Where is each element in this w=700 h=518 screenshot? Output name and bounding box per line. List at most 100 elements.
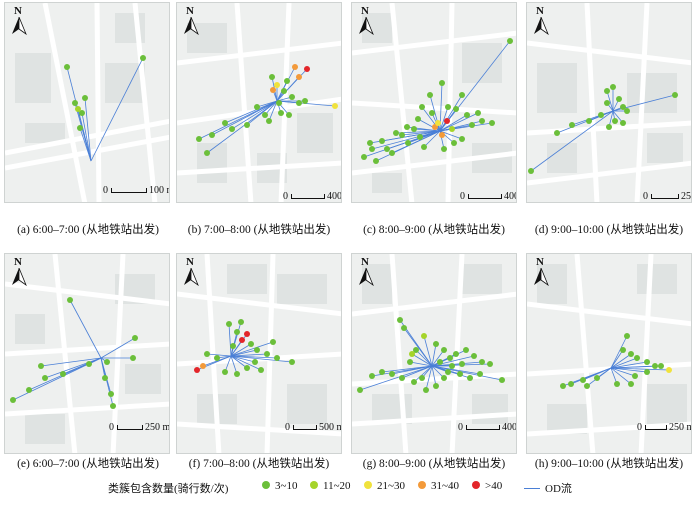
od-flow-line: [439, 106, 449, 132]
cluster-point: [624, 108, 630, 114]
od-flow-line: [610, 367, 636, 377]
legend-title: 类簇包含数量(骑行数/次): [108, 483, 229, 495]
north-arrow-icon: N: [11, 256, 29, 286]
cluster-point: [274, 355, 280, 361]
legend-dot-icon: [418, 481, 426, 490]
caption-a: (a) 6:00–7:00 (从地铁站出发): [17, 224, 159, 236]
cluster-point: [658, 363, 664, 369]
od-flow-line: [386, 130, 441, 150]
cluster-point: [459, 92, 465, 98]
cluster-point: [409, 351, 415, 357]
cluster-point: [222, 369, 228, 375]
cluster-point: [415, 116, 421, 122]
north-arrow-icon: N: [358, 256, 376, 286]
cluster-point: [194, 367, 200, 373]
map-road: [352, 150, 516, 176]
cluster-point: [479, 118, 485, 124]
cluster-point: [594, 375, 600, 381]
cluster-point: [252, 359, 258, 365]
cluster-point: [82, 95, 88, 101]
od-flow-line: [69, 299, 102, 359]
cluster-point: [616, 96, 622, 102]
cluster-point: [86, 361, 92, 367]
cluster-point: [401, 325, 407, 331]
map-block: [537, 63, 577, 113]
cluster-point: [60, 371, 66, 377]
cluster-point: [419, 104, 425, 110]
caption-f: (f) 7:00–8:00 (从地铁站出发): [188, 458, 330, 470]
caption-g: (g) 8:00–9:00 (从地铁站出发): [362, 458, 506, 470]
cluster-point: [278, 110, 284, 116]
cluster-point: [102, 375, 108, 381]
cluster-point: [437, 359, 443, 365]
cluster-point: [196, 136, 202, 142]
cluster-point: [258, 367, 264, 373]
cluster-point: [289, 359, 295, 365]
od-flow-line: [230, 355, 256, 363]
od-flow-line: [439, 112, 479, 132]
cluster-point: [457, 371, 463, 377]
cluster-point: [132, 335, 138, 341]
cluster-point: [373, 158, 379, 164]
cluster-point: [284, 78, 290, 84]
od-flow-line: [411, 353, 433, 367]
cluster-point: [463, 347, 469, 353]
legend-item-21-30: 21~30: [364, 480, 405, 492]
od-flow-line: [439, 120, 483, 132]
cluster-point: [584, 383, 590, 389]
map-block: [297, 113, 333, 153]
map-road: [177, 291, 341, 317]
od-flow-line: [610, 361, 648, 369]
od-flow-line: [231, 100, 278, 130]
cluster-point: [292, 64, 298, 70]
od-flow-line: [359, 365, 433, 391]
caption-b: (b) 7:00–8:00 (从地铁站出发): [187, 224, 331, 236]
cluster-point: [569, 122, 575, 128]
map-road: [5, 118, 169, 156]
od-flow-line: [425, 365, 433, 391]
cluster-point: [453, 351, 459, 357]
cluster-point: [244, 331, 250, 337]
cluster-point: [632, 373, 638, 379]
od-flow-line: [439, 122, 493, 132]
map-block: [462, 43, 502, 83]
cluster-point: [397, 317, 403, 323]
map-road: [389, 3, 415, 202]
cluster-point: [421, 144, 427, 150]
cluster-point: [479, 359, 485, 365]
od-flow-line: [230, 355, 293, 363]
cluster-point: [369, 373, 375, 379]
cluster-point: [234, 371, 240, 377]
cluster-point: [433, 383, 439, 389]
cluster-point: [79, 110, 85, 116]
north-arrow-icon: N: [183, 5, 201, 35]
map-panel-f: N 0 500 m: [176, 253, 342, 454]
map-canvas: [352, 3, 516, 202]
cluster-point: [445, 104, 451, 110]
cluster-point: [554, 130, 560, 136]
cluster-point: [200, 363, 206, 369]
cluster-point: [427, 92, 433, 98]
map-block: [25, 123, 65, 143]
legend-item-3-10: 3~10: [262, 480, 297, 492]
cluster-point: [652, 363, 658, 369]
cluster-point: [361, 154, 367, 160]
map-road: [5, 401, 169, 417]
od-flow-line: [413, 365, 433, 383]
map-road: [234, 3, 254, 202]
map-road: [445, 3, 455, 202]
cluster-point: [560, 383, 566, 389]
cluster-point: [270, 339, 276, 345]
map-block: [647, 133, 683, 163]
cluster-point: [254, 347, 260, 353]
cluster-point: [234, 329, 240, 335]
map-road: [132, 3, 158, 202]
od-flow-line: [230, 343, 252, 357]
od-flow-line: [610, 367, 648, 373]
